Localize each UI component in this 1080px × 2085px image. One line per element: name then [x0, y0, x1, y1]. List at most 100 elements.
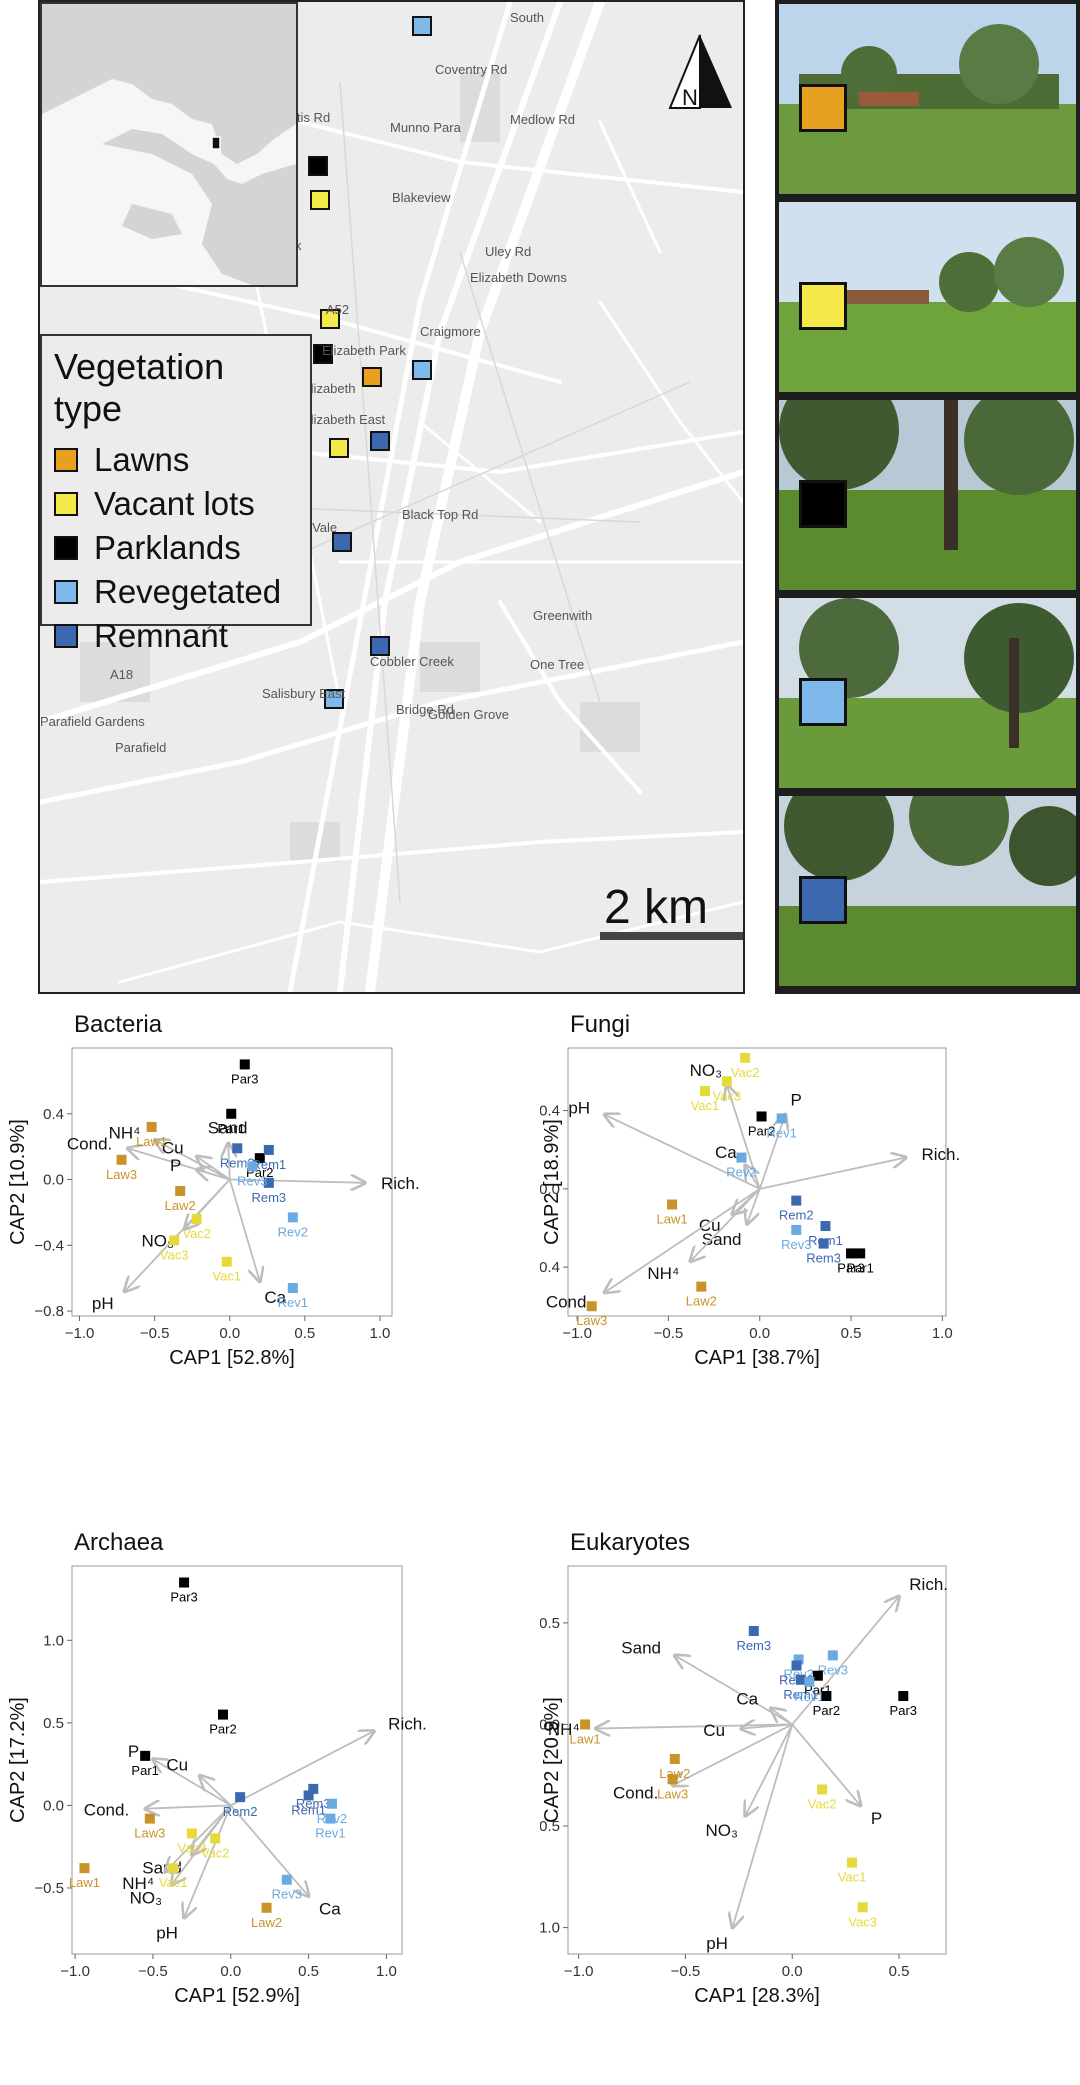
sample-label: Vac1	[838, 1870, 867, 1885]
inset-map-graphic	[42, 4, 296, 285]
y-tick-label: −0.5	[34, 1880, 64, 1897]
y-tick-label: 0.0	[540, 1181, 560, 1198]
sample-point	[308, 1783, 319, 1794]
sample-point	[776, 1113, 787, 1124]
chart-title: Archaea	[74, 1529, 164, 1556]
y-tick-label: −0.4	[540, 1259, 560, 1276]
sample-point	[175, 1186, 186, 1197]
sample-point	[667, 1774, 678, 1785]
env-vector-arrow	[745, 1724, 794, 1815]
sample-point	[263, 1144, 274, 1155]
site-photos	[775, 0, 1080, 994]
y-tick-label: 1.0	[43, 1632, 64, 1649]
env-vector-arrow	[197, 1170, 231, 1180]
map-place-label: Elizabeth	[302, 381, 355, 396]
x-axis-label: CAP1 [38.7%]	[694, 1347, 820, 1369]
env-vector-label: Ca	[264, 1288, 286, 1307]
sample-point	[239, 1059, 250, 1070]
north-arrow: N	[650, 30, 740, 120]
sample-label: Vac1	[691, 1098, 720, 1113]
x-tick-label: −1.0	[564, 1963, 594, 1980]
map-site-marker	[362, 367, 382, 387]
env-vector-label: Sand	[621, 1638, 661, 1657]
sample-point	[186, 1828, 197, 1839]
sample-label: Rev1	[794, 1689, 824, 1704]
legend-label: Remnant	[94, 617, 228, 654]
bacteria-chart: Bacteria−1.0 −0.5 0.0 0.5 1.0−0.8−0.40.00.4C…	[7, 1011, 420, 1369]
sample-label: Rem3	[736, 1638, 771, 1653]
sample-point	[254, 1153, 265, 1164]
sample-point	[756, 1111, 767, 1122]
sample-point	[740, 1052, 751, 1063]
map-place-label: Munno Para	[390, 120, 462, 135]
env-vector-label: P	[128, 1742, 139, 1761]
sample-label: Rev3	[818, 1662, 848, 1677]
y-axis-label: CAP2 [20.9%]	[541, 1697, 563, 1823]
sample-label: Vac1	[212, 1269, 241, 1284]
legend-swatch	[54, 580, 78, 604]
sample-point	[217, 1709, 228, 1720]
map-site-marker	[370, 636, 390, 656]
env-vector-label: NO₃	[130, 1888, 162, 1907]
sample-label: Rev3	[781, 1237, 811, 1252]
env-vector-label: P	[170, 1156, 181, 1175]
map-place-label: Medlow Rd	[510, 112, 575, 127]
map-site-marker	[324, 689, 344, 709]
env-vector-arrow	[771, 1708, 793, 1726]
sample-label: Par3	[837, 1260, 864, 1275]
legend-swatch	[54, 492, 78, 516]
sample-label: Par2	[209, 1722, 236, 1737]
env-vector-label: NH⁴	[109, 1124, 141, 1143]
env-vector-arrow	[605, 1188, 761, 1293]
archaea-chart: Archaea −1.0 −0.5 0.0 0.5 1.0 −0.5 0.0 0.5 1.0 CAP…	[7, 1529, 427, 2007]
env-vector-arrow	[741, 1724, 793, 1728]
x-tick-label: −1.0	[65, 1325, 95, 1342]
sample-label: Rev1	[315, 1826, 345, 1841]
sample-point	[116, 1154, 127, 1165]
sample-label: Rev2	[726, 1165, 756, 1180]
env-vector-label: Ca	[736, 1690, 758, 1709]
map-site-marker	[310, 190, 330, 210]
x-tick-label: 0.0	[749, 1325, 770, 1342]
x-tick-label: 0.0	[219, 1325, 240, 1342]
y-tick-label: −0.4	[34, 1237, 64, 1254]
sample-point	[821, 1691, 832, 1702]
y-axis-label: CAP2 [10.9%]	[7, 1119, 29, 1245]
site-map: South Munno Para Medlow Rd Curtis Rd Blakevi…	[38, 0, 745, 994]
env-vector-label: Rich.	[909, 1575, 948, 1594]
env-vector-label: Ca	[715, 1143, 737, 1162]
env-vector-label: NH⁴	[647, 1264, 679, 1283]
sample-label: Rev1	[766, 1125, 796, 1140]
env-vector-label: pH	[92, 1294, 114, 1313]
sample-point	[898, 1691, 909, 1702]
map-site-marker	[370, 431, 390, 451]
sample-point	[263, 1177, 274, 1188]
sample-label: Rev3	[272, 1887, 302, 1902]
sample-point	[696, 1281, 707, 1292]
x-tick-label: −1.0	[562, 1325, 592, 1342]
chart-title: Eukaryotes	[570, 1529, 690, 1556]
env-vector-label: Rich.	[381, 1174, 420, 1193]
sample-label: Rem2	[223, 1804, 258, 1819]
sample-point	[818, 1238, 829, 1249]
sample-label: Law1	[657, 1211, 688, 1226]
env-vector-arrow	[758, 1115, 786, 1190]
env-vector-arrow	[153, 1759, 232, 1807]
y-tick-label: −0.5	[540, 1818, 560, 1835]
sample-point	[210, 1833, 221, 1844]
legend-label: Parklands	[94, 529, 241, 566]
y-axis-label: CAP2 [18.9%]	[541, 1119, 563, 1245]
legend-title: Vegetation type	[54, 346, 225, 429]
sample-point	[79, 1863, 90, 1874]
fungi-chart: Fungi −1.0 −0.5 0.0 0.5 1.0 −0.4 0.0 0.4 CAP1 [38…	[540, 1011, 960, 1369]
sample-label: Vac3	[848, 1914, 877, 1929]
env-vector-label: Cu	[699, 1216, 721, 1235]
sample-label: Par3	[231, 1071, 258, 1086]
photo-remnant	[779, 796, 1076, 986]
env-vector-label: NH⁴	[122, 1874, 154, 1893]
sample-label: Rem1	[783, 1687, 818, 1702]
sample-point	[669, 1753, 680, 1764]
env-vector-arrow	[673, 1723, 793, 1785]
sample-point	[226, 1108, 237, 1119]
env-vector-arrow	[165, 1804, 232, 1871]
